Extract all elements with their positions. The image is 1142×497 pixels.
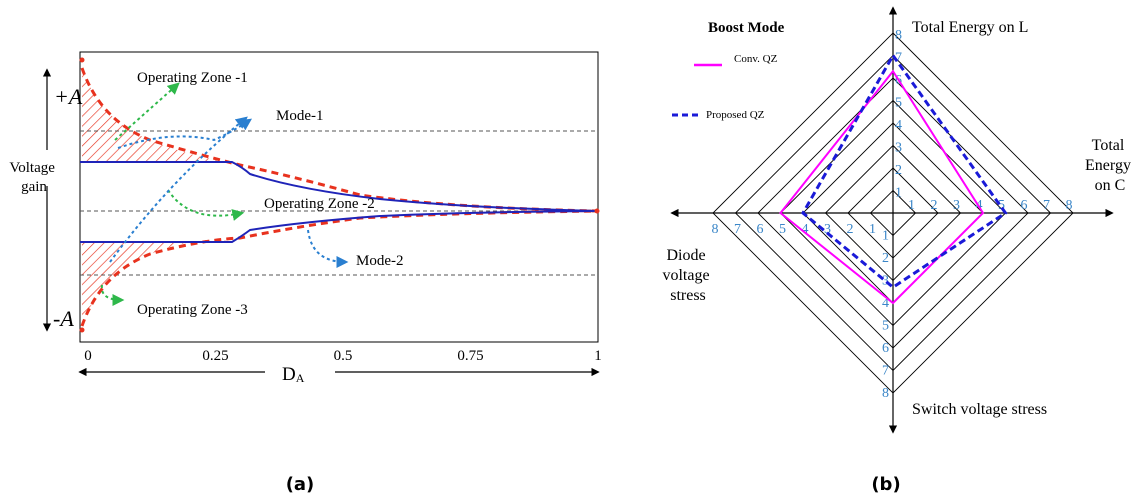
- radar-tick-label: 3: [882, 274, 889, 289]
- radar-series-conv-qz: [779, 69, 985, 305]
- radar-tick-label: 6: [757, 222, 764, 237]
- radar-tick-label: 8: [895, 28, 902, 43]
- radar-tick-label: 5: [882, 319, 889, 334]
- zone-1-hatch: [82, 68, 235, 162]
- axis-label-top: Total Energy on L: [912, 19, 1028, 36]
- zone-1-arrow: [114, 82, 180, 141]
- axis-label-left: Diode voltage stress: [662, 247, 713, 304]
- zone-2-arrow: [167, 189, 245, 221]
- radar-tick-label: 7: [882, 364, 889, 379]
- zone-endpoint-bottom: [79, 327, 85, 333]
- caption-a: (a): [286, 474, 315, 495]
- x-tick-label: 0.25: [202, 348, 228, 364]
- zone-1-label: Operating Zone -1: [137, 70, 248, 86]
- axis-label-bottom: Switch voltage stress: [912, 401, 1047, 418]
- radar-tick-label: 2: [847, 222, 854, 237]
- radar-tick-label: 7: [895, 51, 902, 66]
- zone-3-arrow: [100, 284, 125, 306]
- radar-tick-label: 2: [882, 251, 889, 266]
- panel-a: +A -A Voltage gain Operating Zone -1 Mod…: [9, 51, 602, 495]
- radar-tick-label: 3: [895, 141, 902, 156]
- radar-tick-label: 3: [953, 198, 960, 213]
- zone-3-hatch: [82, 239, 235, 326]
- radar-series: [779, 52, 1008, 305]
- x-tick-label: 1: [594, 348, 602, 364]
- legend-proposed-label: Proposed QZ: [706, 109, 765, 121]
- mode-1-arrow: [117, 118, 252, 149]
- mode-2-arrow: [307, 229, 349, 268]
- radar-tick-label: 1: [895, 186, 902, 201]
- radar-tick-label: 7: [1043, 198, 1050, 213]
- radar-tick-label: 2: [931, 198, 938, 213]
- mode-1-curve: [80, 161, 599, 212]
- radar-tick-label: 8: [712, 222, 719, 237]
- radar-tick-label: 4: [802, 222, 809, 237]
- radar-tick-label: 6: [1021, 198, 1028, 213]
- minus-a-label: -A: [53, 306, 74, 331]
- radar-tick-label: 8: [1066, 198, 1073, 213]
- zone-boundary-upper: [80, 67, 599, 213]
- x-axis-label: DA: [282, 364, 305, 385]
- radar-tick-label: 5: [779, 222, 786, 237]
- radar-tick-label: 3: [824, 222, 831, 237]
- caption-b: (b): [871, 474, 900, 495]
- radar-tick-label: 1: [882, 229, 889, 244]
- legend-conv-label: Conv. QZ: [734, 53, 778, 65]
- x-tick-label: 0.75: [457, 348, 483, 364]
- x-tick-label: 0.5: [334, 348, 353, 364]
- radar-tick-label: 6: [882, 341, 889, 356]
- radar-tick-label: 8: [882, 386, 889, 401]
- mode-2-label: Mode-2: [356, 253, 404, 269]
- radar-tick-label: 2: [895, 163, 902, 178]
- zone-3-label: Operating Zone -3: [137, 302, 248, 318]
- mode-2-curve: [80, 210, 599, 243]
- x-tick-labels: 0 0.25 0.5 0.75 1: [84, 348, 602, 364]
- mode-1-arrow-2: [109, 116, 248, 263]
- zone-2-label: Operating Zone -2: [264, 196, 375, 212]
- radar-tick-label: 1: [869, 222, 876, 237]
- plus-a-label: +A: [54, 84, 83, 109]
- radar-tick-label: 4: [895, 118, 902, 133]
- axis-label-right: Total Energy on C: [1085, 137, 1135, 194]
- x-tick-label: 0: [84, 348, 92, 364]
- radar-tick-label: 7: [734, 222, 741, 237]
- radar-tick-label: 1: [908, 198, 915, 213]
- y-axis-label: Voltage gain: [9, 160, 58, 195]
- zone-endpoint-top: [79, 57, 85, 63]
- panel-a-frame: [79, 51, 599, 343]
- radar-title: Boost Mode: [708, 20, 785, 36]
- radar-tick-label: 5: [895, 96, 902, 111]
- convergence-point: [594, 208, 600, 214]
- radar-tick-label: 4: [882, 296, 889, 311]
- mode-1-label: Mode-1: [276, 108, 324, 124]
- radar-tick-label: 5: [998, 198, 1005, 213]
